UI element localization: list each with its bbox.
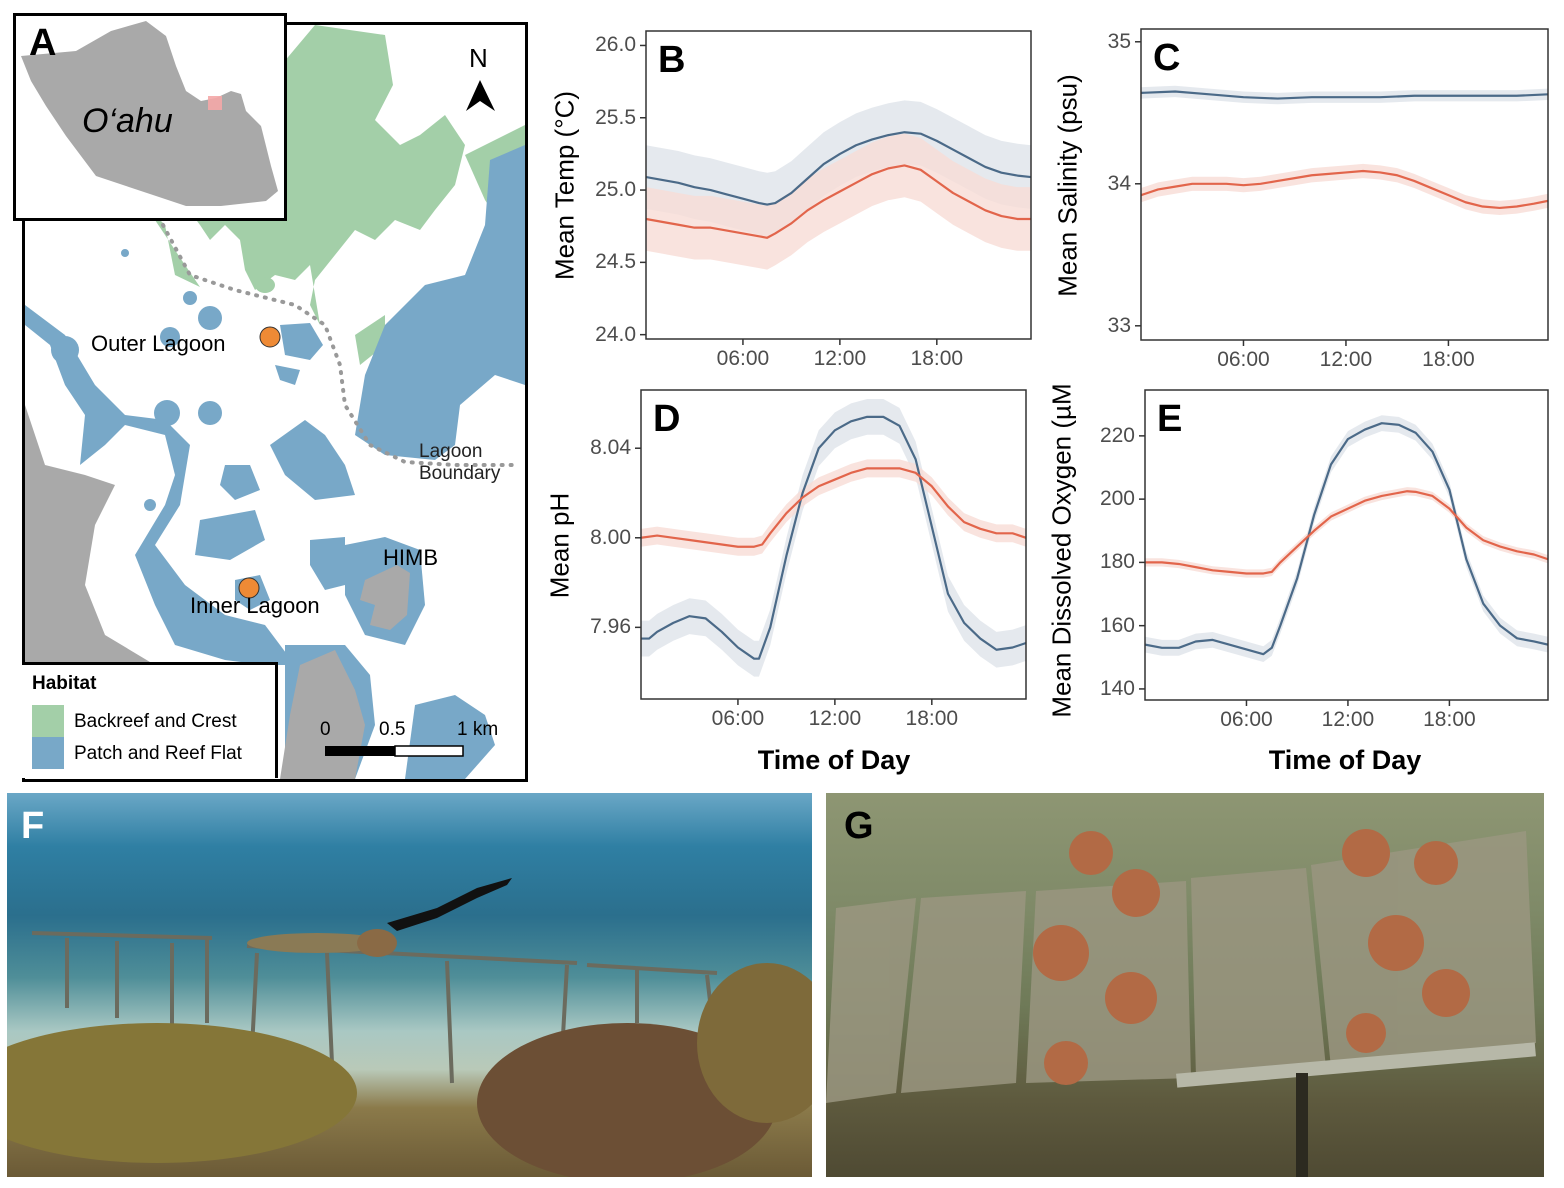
y-tick-label: 220 — [1099, 423, 1135, 447]
scale-label-0: 0 — [320, 719, 331, 740]
plot-border — [645, 30, 1032, 340]
north-label: N — [469, 43, 488, 73]
y-tick-label: 140 — [1099, 676, 1135, 700]
lagoon-boundary-label-1: Lagoon — [419, 441, 483, 462]
outer-lagoon-label: Outer Lagoon — [91, 331, 226, 356]
line-blue-series — [641, 415, 1026, 660]
x-tick-label: 18:00 — [1422, 348, 1475, 371]
panel-letter-d: D — [653, 398, 681, 440]
panel-letter-f: F — [21, 805, 45, 847]
y-tick-label: 200 — [1099, 487, 1135, 511]
line-red-series — [646, 164, 1031, 239]
himb-label: HIMB — [383, 545, 438, 570]
panel-letter-c: C — [1153, 37, 1181, 79]
chart-c-plot — [1135, 28, 1549, 346]
x-tick-label: 18:00 — [905, 707, 959, 730]
ribbon-blue-series — [641, 398, 1026, 677]
plot-border — [1144, 389, 1549, 701]
line-blue-series — [646, 131, 1031, 206]
y-tick-label: 35 — [1107, 29, 1131, 53]
y-tick-label: 33 — [1107, 313, 1131, 337]
panel-letter-b: B — [658, 39, 686, 81]
x-tick-label: 12:00 — [1321, 708, 1375, 731]
line-blue-series — [1141, 90, 1548, 100]
y-tick-label: 26.0 — [595, 33, 636, 57]
y-tick-label: 25.0 — [595, 178, 636, 202]
x-tick-label: 12:00 — [813, 347, 867, 370]
inner-lagoon-label: Inner Lagoon — [190, 593, 320, 618]
ribbon-blue-series — [1145, 415, 1548, 663]
chart-d-plot — [635, 389, 1027, 705]
x-tick-label: 06:00 — [1217, 348, 1270, 371]
lagoon-map — [25, 25, 525, 779]
scale-label-half: 0.5 — [379, 719, 406, 740]
ribbon-red-series — [1141, 163, 1548, 216]
x-tick-label: 12:00 — [808, 707, 862, 730]
line-red-series — [1145, 490, 1548, 575]
y-tick-label: 24.0 — [595, 322, 636, 346]
plot-border — [640, 389, 1027, 700]
study-area-marker — [208, 96, 222, 110]
lagoon-boundary-label-2: Boundary — [419, 463, 501, 484]
scale-bar — [325, 745, 464, 757]
habitat-legend: Habitat Backreef and Crest Patch and Ree… — [22, 662, 278, 778]
ribbon-blue-series — [1141, 85, 1548, 105]
panel-letter-e: E — [1157, 398, 1183, 440]
line-blue-series — [1145, 422, 1548, 656]
line-red-series — [641, 467, 1026, 548]
x-axis-label: Time of Day — [1268, 745, 1422, 775]
oahu-inset-map: O‘ahu A — [13, 13, 287, 221]
y-tick-label: 160 — [1099, 613, 1135, 637]
legend-label-patch-reef: Patch and Reef Flat — [74, 743, 242, 764]
x-tick-label: 12:00 — [1319, 348, 1373, 371]
panel-letter-a: A — [29, 22, 57, 64]
photo-g-coral-nursery-trays: G — [826, 793, 1544, 1177]
chart-b-plot — [640, 30, 1032, 345]
inner-lagoon-site-marker — [238, 577, 260, 599]
legend-swatch-patch-reef — [32, 737, 64, 769]
x-tick-label: 18:00 — [1423, 708, 1476, 731]
legend-title: Habitat — [32, 673, 97, 694]
x-tick-label: 06:00 — [716, 347, 770, 370]
legend-swatch-backreef — [32, 705, 64, 737]
outer-lagoon-site-marker — [259, 326, 281, 348]
x-tick-label: 18:00 — [910, 347, 964, 370]
y-axis-label: Mean Salinity (psu) — [1052, 74, 1083, 297]
y-axis-label: Mean Dissolved Oxygen (µM — [1046, 383, 1077, 718]
ribbon-red-series — [1145, 487, 1548, 578]
y-tick-label: 25.5 — [595, 105, 636, 129]
y-axis-label: Mean pH — [544, 492, 575, 599]
y-tick-label: 7.96 — [590, 615, 631, 639]
oahu-label: O‘ahu — [82, 102, 173, 140]
legend-label-backreef: Backreef and Crest — [74, 711, 237, 732]
x-tick-label: 06:00 — [1220, 708, 1273, 731]
photo-f-reef-nursery-frames: F — [7, 793, 812, 1177]
y-axis-label: Mean Temp (°C) — [549, 90, 580, 281]
y-tick-label: 180 — [1099, 550, 1135, 574]
y-tick-label: 24.5 — [595, 250, 636, 274]
y-tick-label: 8.04 — [590, 436, 631, 460]
panel-letter-g: G — [844, 805, 874, 847]
lagoon-boundary-line — [161, 223, 517, 467]
ribbon-red-series — [646, 133, 1031, 270]
line-red-series — [1141, 169, 1548, 210]
x-tick-label: 06:00 — [711, 707, 765, 730]
photo-f-scene — [7, 878, 812, 1177]
photo-g-scene — [826, 829, 1536, 1177]
scale-label-1km: 1 km — [457, 719, 499, 740]
x-axis-label: Time of Day — [757, 745, 911, 775]
y-tick-label: 8.00 — [590, 525, 631, 549]
chart-e-plot — [1139, 389, 1549, 706]
patch-reef-habitat — [25, 145, 525, 779]
oahu-island-shape — [21, 21, 278, 206]
y-tick-label: 34 — [1107, 171, 1131, 195]
north-arrow-icon — [466, 80, 495, 111]
